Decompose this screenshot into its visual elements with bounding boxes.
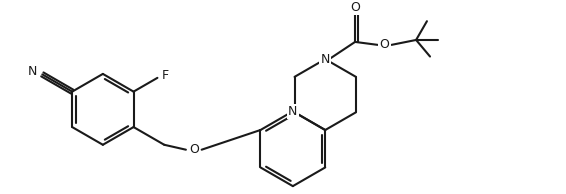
Text: O: O [189, 143, 199, 156]
Text: N: N [320, 53, 330, 66]
Text: F: F [162, 69, 169, 82]
Text: O: O [350, 1, 360, 14]
Text: O: O [380, 38, 389, 51]
Text: N: N [288, 105, 298, 118]
Text: N: N [28, 65, 37, 78]
